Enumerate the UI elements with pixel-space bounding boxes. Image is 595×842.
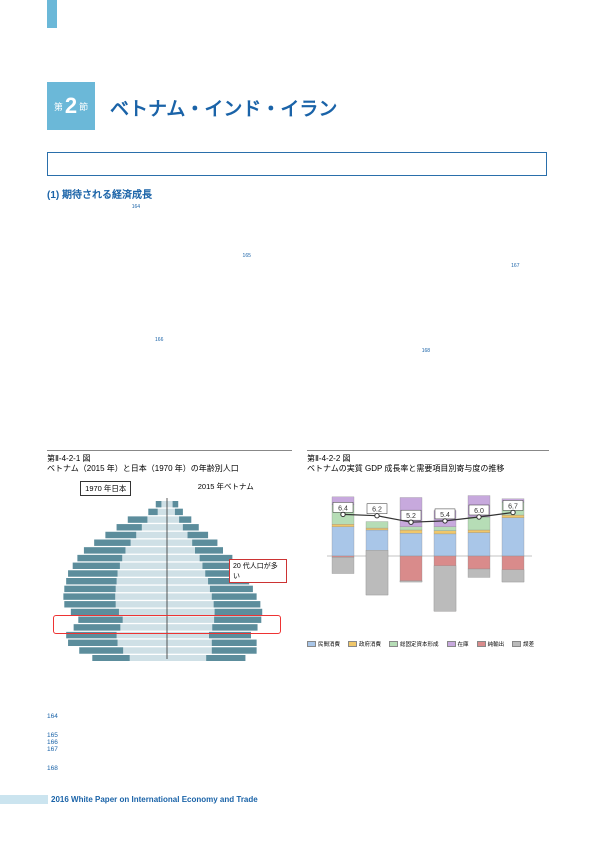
figure-1-title: 第Ⅱ-4-2-1 図 ベトナム（2015 年）と日本（1970 年）の年齢別人口 — [47, 451, 292, 481]
svg-text:6.7: 6.7 — [508, 503, 518, 510]
stacked-bar-legend: 民間消費政府消費総固定資本形成在庫純輸出誤差 — [307, 640, 537, 648]
subsection-heading: (1) 期待される経済成長 — [47, 186, 152, 201]
figure-2-title: 第Ⅱ-4-2-2 図 ベトナムの実質 GDP 成長率と需要項目別寄与度の推移 — [307, 451, 549, 481]
section-title: ベトナム・インド・イラン — [110, 94, 337, 121]
badge-num: 2 — [65, 93, 77, 119]
pyramid-label-vn: 2015 年ベトナム — [198, 481, 254, 496]
figure-2-caption: ベトナムの実質 GDP 成長率と需要項目別寄与度の推移 — [307, 464, 504, 473]
pyramid-wrap: 1970 年日本 2015 年ベトナム 20 代人口が多い — [47, 481, 287, 661]
sup-ref-166: 166 — [155, 337, 163, 343]
sup-ref-168: 168 — [422, 348, 430, 354]
badge-pre: 第 — [54, 100, 63, 113]
sup-ref-165: 165 — [243, 253, 251, 259]
footnotes: 164 165 166 167 168 — [47, 713, 547, 772]
box-frame — [47, 152, 547, 176]
body-left-col: 164 165 166 — [50, 203, 288, 438]
footnote-num-166: 166 — [47, 739, 65, 746]
pyramid-label-jp: 1970 年日本 — [80, 481, 131, 496]
sup-ref-164: 164 — [132, 204, 140, 210]
publication-title: 2016 White Paper on International Econom… — [51, 795, 258, 804]
footnote-num-164: 164 — [47, 713, 65, 720]
bottom-bar — [0, 795, 48, 804]
svg-text:5.4: 5.4 — [440, 512, 450, 519]
svg-text:6.0: 6.0 — [474, 508, 484, 515]
pyramid-labels: 1970 年日本 2015 年ベトナム — [47, 481, 287, 496]
footnote-num-168: 168 — [47, 765, 65, 772]
stacked-bar-wrap: 6.4 6.2 5.2 5.4 6.0 6.7 民間消費政府消費総固定資本形成在庫純輸出誤… — [307, 481, 537, 648]
footnote-num-167: 167 — [47, 746, 65, 753]
svg-text:6.4: 6.4 — [338, 505, 348, 512]
figure-1-panel: 第Ⅱ-4-2-1 図 ベトナム（2015 年）と日本（1970 年）の年齢別人口… — [47, 450, 292, 661]
figure-2-no: 第Ⅱ-4-2-2 図 — [307, 454, 351, 463]
pyramid-annotation: 20 代人口が多い — [229, 559, 287, 583]
figure-1-no: 第Ⅱ-4-2-1 図 — [47, 454, 91, 463]
badge-suf: 節 — [79, 100, 88, 113]
footnote-num-165: 165 — [47, 732, 65, 739]
page-top-tab — [47, 0, 57, 28]
pyramid-highlight-rect — [53, 615, 281, 633]
figure-1-caption: ベトナム（2015 年）と日本（1970 年）の年齢別人口 — [47, 464, 239, 473]
body-right-col: 167 168 — [305, 203, 547, 438]
stacked-bar-chart: 6.4 6.2 5.2 5.4 6.0 6.7 — [307, 481, 537, 636]
sup-ref-167: 167 — [511, 263, 519, 269]
svg-text:5.2: 5.2 — [406, 513, 416, 520]
svg-text:6.2: 6.2 — [372, 506, 382, 513]
section-badge: 第 2 節 — [47, 82, 95, 130]
figure-2-panel: 第Ⅱ-4-2-2 図 ベトナムの実質 GDP 成長率と需要項目別寄与度の推移 6… — [307, 450, 549, 648]
